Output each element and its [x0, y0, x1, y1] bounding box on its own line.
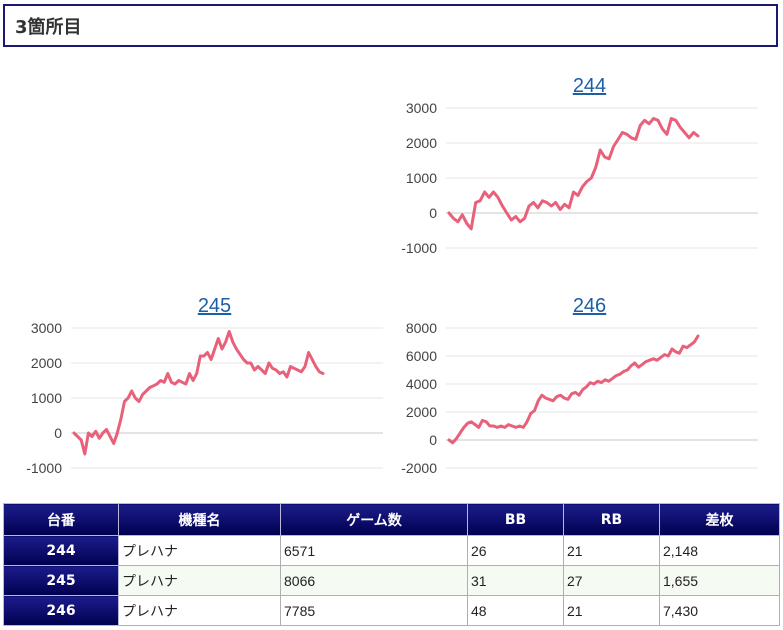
line-chart: 246 8000 6000 4000 2000 0 -2000	[401, 295, 758, 476]
chart-title-link[interactable]: 244	[573, 75, 606, 97]
machine-number-cell: 244	[3, 535, 119, 566]
game-count-cell: 7785	[280, 595, 468, 626]
y-tick-label: 2000	[406, 404, 437, 420]
machine-name-cell: プレハナ	[118, 565, 281, 596]
machine-name-cell: プレハナ	[118, 595, 281, 626]
y-tick-label: 2000	[31, 355, 62, 371]
column-header: RB	[563, 503, 660, 536]
chart-244: 244 3000 2000 1000 0 -1000	[393, 70, 768, 285]
difference-cell: 1,655	[659, 565, 780, 596]
line-chart: 244 3000 2000 1000 0 -1000	[401, 75, 758, 256]
y-tick-label: 8000	[406, 320, 437, 336]
rb-cell: 21	[563, 535, 660, 566]
chart-title-link[interactable]: 246	[573, 295, 606, 317]
column-header: 差枚	[659, 503, 780, 536]
column-header: ゲーム数	[280, 503, 468, 536]
chart-246: 246 8000 6000 4000 2000 0 -2000	[393, 290, 768, 505]
y-tick-label: 1000	[406, 170, 437, 186]
y-tick-label: -1000	[401, 240, 437, 256]
series-line	[72, 330, 325, 456]
y-tick-label: 0	[429, 205, 437, 221]
y-tick-label: 6000	[406, 348, 437, 364]
y-tick-label: 0	[54, 425, 62, 441]
machine-name-cell: プレハナ	[118, 535, 281, 566]
chart-title-link[interactable]: 245	[198, 295, 231, 317]
bb-cell: 48	[467, 595, 564, 626]
table-row: 246 プレハナ 7785 48 21 7,430	[3, 595, 780, 626]
column-header: 台番	[3, 503, 119, 536]
section-header: 3箇所目	[3, 4, 778, 47]
game-count-cell: 6571	[280, 535, 468, 566]
y-tick-label: -2000	[401, 460, 437, 476]
y-tick-label: -1000	[26, 460, 62, 476]
y-tick-label: 3000	[406, 100, 437, 116]
rb-cell: 27	[563, 565, 660, 596]
series-line	[447, 117, 700, 231]
machine-table: 台番 機種名 ゲーム数 BB RB 差枚 244 プレハナ 6571 26 21…	[3, 503, 780, 626]
table-header-row: 台番 機種名 ゲーム数 BB RB 差枚	[3, 503, 780, 536]
machine-number-cell: 245	[3, 565, 119, 596]
table-row: 245 プレハナ 8066 31 27 1,655	[3, 565, 780, 596]
column-header: 機種名	[118, 503, 281, 536]
y-tick-label: 2000	[406, 135, 437, 151]
y-tick-label: 1000	[31, 390, 62, 406]
rb-cell: 21	[563, 595, 660, 626]
y-tick-label: 0	[429, 432, 437, 448]
y-tick-label: 3000	[31, 320, 62, 336]
series-line	[447, 334, 700, 445]
y-tick-label: 4000	[406, 376, 437, 392]
chart-245: 245 3000 2000 1000 0 -1000	[18, 290, 393, 505]
table-row: 244 プレハナ 6571 26 21 2,148	[3, 535, 780, 566]
column-header: BB	[467, 503, 564, 536]
bb-cell: 31	[467, 565, 564, 596]
section-title: 3箇所目	[15, 16, 82, 38]
game-count-cell: 8066	[280, 565, 468, 596]
bb-cell: 26	[467, 535, 564, 566]
difference-cell: 7,430	[659, 595, 780, 626]
machine-number-cell: 246	[3, 595, 119, 626]
line-chart: 245 3000 2000 1000 0 -1000	[26, 295, 383, 476]
difference-cell: 2,148	[659, 535, 780, 566]
